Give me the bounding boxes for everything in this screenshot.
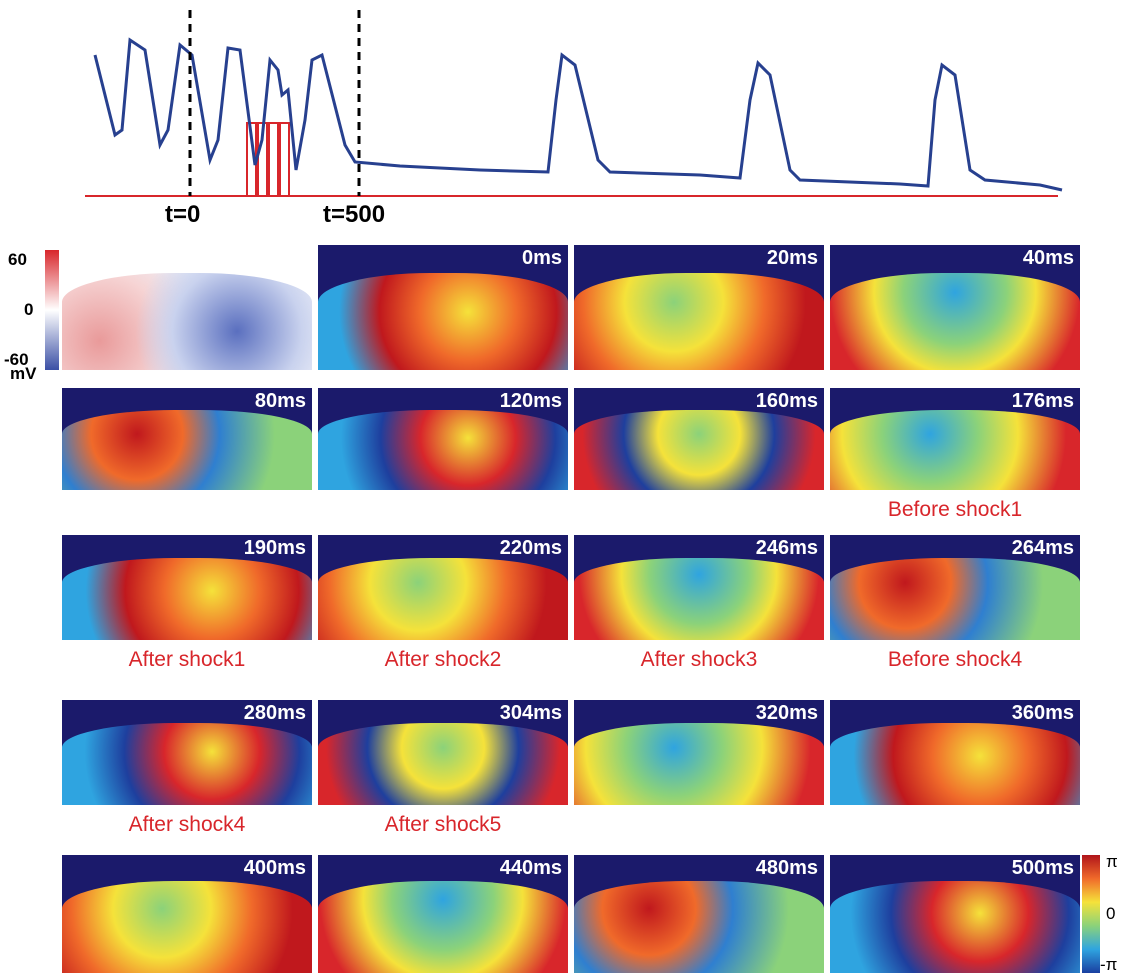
time-label: 304ms	[499, 702, 562, 724]
time-label: 264ms	[1011, 537, 1074, 559]
phase-field	[574, 880, 824, 973]
caption: After shock2	[384, 648, 502, 671]
phase-map: 480ms	[574, 855, 824, 973]
time-label: 20ms	[766, 247, 818, 269]
phase-field	[574, 272, 824, 370]
time-label: 160ms	[755, 390, 818, 412]
colorbar-unit: mV	[10, 364, 37, 383]
phase-field	[318, 272, 568, 370]
phase-map: 80ms	[62, 388, 312, 490]
phase-map: 280ms	[62, 700, 312, 805]
phase-colorbar	[1082, 855, 1100, 973]
colorbar-tick: 0	[24, 300, 34, 319]
phase-map: 246ms	[574, 535, 824, 640]
time-label: 360ms	[1011, 702, 1074, 724]
voltage-colorbar	[45, 250, 59, 370]
time-label: 246ms	[755, 537, 818, 559]
marker-label: t=500	[323, 201, 385, 228]
time-label: 440ms	[499, 857, 562, 879]
voltage-map	[62, 245, 312, 370]
phase-map: 176ms	[830, 388, 1080, 490]
phase-field	[574, 723, 824, 805]
phase-field	[62, 558, 312, 640]
phase-field	[830, 410, 1080, 490]
time-label: 176ms	[1011, 390, 1074, 412]
time-label: 40ms	[1022, 247, 1074, 269]
time-label: 480ms	[755, 857, 818, 879]
phase-map: 220ms	[318, 535, 568, 640]
phase-field	[318, 558, 568, 640]
phase-map: 360ms	[830, 700, 1080, 805]
phase-field	[318, 410, 568, 490]
time-label: 220ms	[499, 537, 562, 559]
caption: After shock1	[128, 648, 246, 671]
time-label: 190ms	[243, 537, 306, 559]
caption: Before shock4	[887, 648, 1023, 671]
phase-map: 0ms	[318, 245, 568, 370]
colorbar-tick: 0	[1106, 904, 1116, 923]
phase-field	[318, 723, 568, 805]
phase-field	[62, 880, 312, 973]
phase-map: 304ms	[318, 700, 568, 805]
phase-field	[62, 723, 312, 805]
phase-field	[830, 880, 1080, 973]
colorbar-tick: 60	[8, 250, 27, 269]
time-label: 320ms	[755, 702, 818, 724]
time-label: 280ms	[243, 702, 306, 724]
caption: After shock3	[640, 648, 758, 671]
phase-map: 400ms	[62, 855, 312, 973]
phase-map: 500ms	[830, 855, 1080, 973]
phase-field	[830, 272, 1080, 370]
phase-map: 20ms	[574, 245, 824, 370]
colorbar-tick: -60	[4, 350, 29, 369]
time-label: 400ms	[243, 857, 306, 879]
time-label: 500ms	[1011, 857, 1074, 879]
phase-field	[62, 410, 312, 490]
marker-label: t=0	[165, 201, 200, 228]
phase-map: 264ms	[830, 535, 1080, 640]
phase-map: 160ms	[574, 388, 824, 490]
voltage-trace	[93, 37, 1063, 192]
caption: After shock5	[384, 813, 502, 836]
phase-map: 320ms	[574, 700, 824, 805]
caption: After shock4	[128, 813, 246, 836]
phase-field	[830, 558, 1080, 640]
phase-map: 40ms	[830, 245, 1080, 370]
phase-map: 190ms	[62, 535, 312, 640]
caption: Before shock1	[887, 498, 1023, 521]
time-label: 80ms	[254, 390, 306, 412]
phase-field	[574, 410, 824, 490]
phase-field	[574, 558, 824, 640]
time-label: 0ms	[521, 247, 562, 269]
colorbar-tick: -π	[1100, 955, 1118, 974]
trace-plot: t=0 t=500	[85, 10, 1063, 228]
colorbar-tick: π	[1106, 852, 1118, 871]
phase-field	[318, 880, 568, 973]
phase-map: 120ms	[318, 388, 568, 490]
phase-field	[830, 723, 1080, 805]
time-label: 120ms	[499, 390, 562, 412]
phase-map: 440ms	[318, 855, 568, 973]
